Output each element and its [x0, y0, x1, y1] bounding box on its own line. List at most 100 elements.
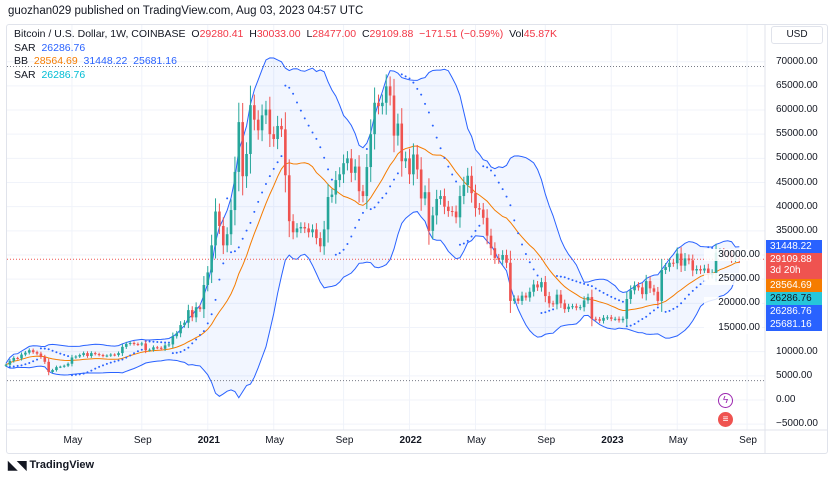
- bb-basis-line: [5, 145, 740, 366]
- sar-dot: [486, 166, 489, 169]
- tradingview-icon: ◣◥: [8, 458, 27, 472]
- sar-dot: [396, 172, 399, 175]
- candle-body: [384, 86, 388, 103]
- candle-body: [253, 105, 256, 120]
- candle-body: [609, 317, 613, 319]
- sar-dot: [618, 299, 621, 302]
- candle-body: [672, 262, 675, 264]
- candle-body: [132, 342, 136, 344]
- candle-body: [559, 294, 563, 304]
- symbol-title[interactable]: Bitcoin / U.S. Dollar, 1W, COINBASE: [14, 28, 186, 40]
- candle-body: [233, 171, 237, 211]
- sar-dot: [587, 284, 589, 287]
- sar-dot: [451, 173, 454, 176]
- time-tick-label: 2021: [197, 435, 220, 446]
- sar-dot: [202, 330, 205, 333]
- sar-dot: [253, 210, 256, 213]
- sar-dot: [206, 322, 209, 325]
- sar-dot: [629, 324, 632, 327]
- candle-body: [276, 125, 279, 140]
- sar-badge: 26286.76: [766, 305, 822, 318]
- open-value: 29280.41: [199, 28, 244, 40]
- bb-legend-row[interactable]: BB 28564.69 31448.22 25681.16: [14, 55, 557, 69]
- candle-body: [198, 307, 202, 310]
- candle-body: [109, 354, 113, 356]
- candle-body: [284, 129, 287, 176]
- sar-dot: [129, 354, 132, 357]
- candle-body: [214, 211, 217, 246]
- candle-body: [121, 346, 124, 354]
- sar-dot: [687, 293, 690, 296]
- sar2-label: SAR: [14, 68, 36, 81]
- time-tick-label: May: [668, 435, 688, 446]
- time-tick-label: Sep: [739, 435, 757, 446]
- sar-dot: [272, 167, 275, 170]
- sar-dot: [408, 77, 411, 80]
- candle-body: [540, 282, 543, 288]
- sar-dot: [43, 347, 46, 350]
- candle-body: [338, 174, 341, 181]
- sar-dot: [614, 297, 617, 300]
- candle-body: [633, 285, 636, 291]
- lightning-icon[interactable]: ϟ: [718, 393, 733, 408]
- candle-body: [346, 158, 349, 164]
- tradingview-logo[interactable]: ◣◥ TradingView: [8, 458, 94, 472]
- candle-body: [478, 208, 481, 210]
- sar-dot: [257, 200, 260, 203]
- candle-body: [412, 154, 415, 175]
- sar-dot: [680, 302, 683, 305]
- last-price: 29109.88: [770, 254, 812, 265]
- candle-body: [8, 360, 12, 365]
- sar-dot: [233, 250, 236, 253]
- candle-body: [621, 318, 625, 321]
- candle-body: [563, 303, 567, 310]
- candle-body: [706, 268, 710, 275]
- sar-dot: [567, 277, 570, 280]
- candle-body: [187, 310, 190, 323]
- sar-dot: [24, 363, 27, 366]
- candle-body: [16, 357, 19, 359]
- sar-dot: [385, 192, 388, 195]
- sar-dot: [684, 297, 686, 300]
- candle-body: [423, 192, 427, 199]
- candle-body: [225, 234, 229, 246]
- candle-body: [474, 193, 477, 209]
- sar-dot: [183, 349, 186, 352]
- sar2-badge: 26286.76: [766, 292, 822, 305]
- sar-dot: [621, 300, 624, 303]
- sar-dot: [412, 81, 415, 84]
- sar-dot: [691, 289, 694, 292]
- price-tick-label: 5000.00: [776, 369, 813, 381]
- candle-body: [245, 154, 248, 177]
- candle-body: [12, 357, 16, 361]
- sar-dot: [299, 109, 302, 112]
- candle-body: [470, 175, 473, 194]
- time-tick-label: 2022: [399, 435, 422, 446]
- time-tick-label: Sep: [537, 435, 556, 446]
- sar-dot: [346, 242, 349, 245]
- sar-legend-row[interactable]: SAR 26286.76: [14, 42, 557, 56]
- currency-button[interactable]: USD: [771, 26, 823, 44]
- us-flag-icon[interactable]: ≡: [718, 412, 733, 427]
- candle-body: [586, 297, 590, 301]
- candle-body: [520, 295, 524, 301]
- candle-body: [24, 352, 27, 355]
- sar-dot: [695, 286, 698, 289]
- sar-dot: [195, 338, 198, 341]
- price-tick-label: 45000.00: [776, 176, 818, 188]
- sar2-legend-row[interactable]: SAR 26286.76: [14, 69, 557, 83]
- price-tick-label: 40000.00: [776, 200, 818, 212]
- sar-dot: [136, 350, 139, 353]
- candle-body: [272, 134, 276, 140]
- price-tick-label: 0.00: [776, 394, 796, 405]
- candle-body: [392, 95, 396, 136]
- time-tick-label: May: [467, 435, 486, 446]
- sar-dot: [164, 341, 167, 344]
- volume-value: 45.87K: [523, 28, 557, 40]
- sar-dot: [552, 308, 555, 311]
- candle-body: [544, 282, 547, 297]
- sar-dot: [548, 309, 551, 312]
- candle-body: [93, 353, 97, 355]
- sar-dot: [230, 251, 233, 254]
